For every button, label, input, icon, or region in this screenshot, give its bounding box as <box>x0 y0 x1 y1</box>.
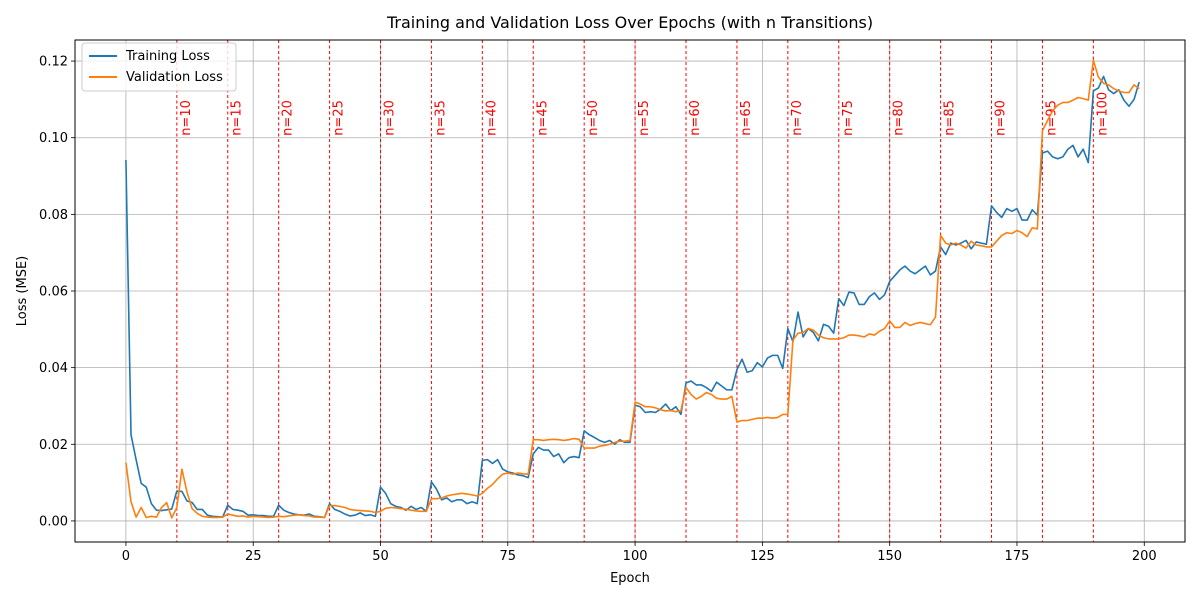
transition-label: n=15 <box>230 100 245 136</box>
x-axis-label: Epoch <box>610 571 650 586</box>
transition-label: n=40 <box>484 100 499 136</box>
x-tick-label: 100 <box>623 549 648 564</box>
x-tick-label: 50 <box>372 549 389 564</box>
x-tick-label: 0 <box>122 549 130 564</box>
chart-title: Training and Validation Loss Over Epochs… <box>386 13 873 32</box>
transition-label: n=95 <box>1044 100 1059 136</box>
transition-lines: n=10 n=15 n=20 n=25 n=30 n=35 n=40 n=45 n=50 n=55… <box>176 40 1110 542</box>
transition-label: n=10 <box>179 100 194 136</box>
transition-label: n=60 <box>688 100 703 136</box>
y-tick-label: 0.06 <box>39 285 68 300</box>
transition-label: n=20 <box>281 100 296 136</box>
x-tick-label: 25 <box>245 549 262 564</box>
legend-box <box>81 42 237 92</box>
legend: Training Loss Validation Loss <box>81 42 237 92</box>
transition-label: n=65 <box>739 100 754 136</box>
y-tick-label: 0.08 <box>39 208 68 223</box>
transition-label: n=70 <box>790 100 805 136</box>
transition-label: n=50 <box>586 100 601 136</box>
legend-label-validation: Validation Loss <box>126 70 223 85</box>
validation-loss-line <box>125 59 1140 519</box>
x-tick-label: 125 <box>750 549 775 564</box>
transition-label: n=55 <box>637 100 652 136</box>
transition-label: n=35 <box>433 100 448 136</box>
y-tick-label: 0.00 <box>39 514 68 529</box>
y-tick-label: 0.10 <box>39 131 68 146</box>
y-tick-label: 0.02 <box>39 438 68 453</box>
x-tick-label: 150 <box>877 549 902 564</box>
transition-label: n=75 <box>841 100 856 136</box>
series-lines <box>125 59 1140 519</box>
x-tick-label: 175 <box>1005 549 1030 564</box>
x-tick-label: 200 <box>1132 549 1157 564</box>
transition-label: n=45 <box>535 100 550 136</box>
transition-label: n=25 <box>332 100 347 136</box>
y-tick-label: 0.12 <box>39 55 68 70</box>
y-axis-label: Loss (MSE) <box>15 256 30 326</box>
x-axis-ticks: 0 25 50 75 100 125 150 175 200 <box>122 542 1157 564</box>
transition-label: n=80 <box>892 100 907 136</box>
x-tick-label: 75 <box>500 549 517 564</box>
y-axis-ticks: 0.00 0.02 0.04 0.06 0.08 0.10 0.12 <box>39 55 75 529</box>
transition-label: n=30 <box>383 100 398 136</box>
legend-label-training: Training Loss <box>125 49 210 64</box>
y-tick-label: 0.04 <box>39 361 68 376</box>
transition-label: n=90 <box>994 100 1009 136</box>
transition-label: n=85 <box>943 100 958 136</box>
transition-label: n=100 <box>1095 92 1110 136</box>
